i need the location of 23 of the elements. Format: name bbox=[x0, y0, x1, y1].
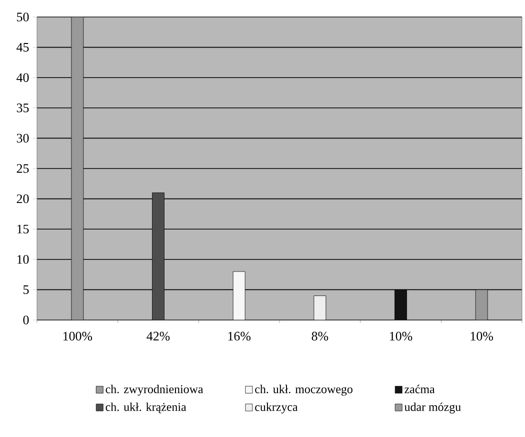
x-tick-label: 8% bbox=[312, 332, 328, 341]
x-tick-label: 10% bbox=[390, 332, 412, 341]
legend-label: ch. ukł. moczowego bbox=[255, 384, 352, 396]
y-tick-label: 0 bbox=[23, 316, 29, 324]
x-tick-label: 10% bbox=[470, 332, 494, 341]
y-tick-label: 15 bbox=[17, 224, 29, 234]
y-tick-label: 25 bbox=[16, 164, 29, 173]
y-tick-label: 50 bbox=[17, 12, 29, 22]
x-tick-label: 100% bbox=[63, 332, 92, 341]
y-tick-label: 30 bbox=[16, 134, 29, 143]
legend-label: ch. zwyrodnieniowa bbox=[106, 384, 204, 396]
legend-label: udar mózgu bbox=[404, 402, 461, 414]
y-tick-label: 40 bbox=[16, 73, 29, 82]
y-tick-label: 35 bbox=[16, 104, 29, 112]
y-tick-label: 45 bbox=[16, 42, 29, 52]
y-tick-label: 5 bbox=[24, 285, 29, 294]
legend-label: ch. ukł. krążenia bbox=[106, 402, 186, 414]
x-tick-label: 16% bbox=[228, 332, 251, 341]
legend-label: cukrzyca bbox=[255, 402, 298, 414]
y-tick-label: 10 bbox=[17, 255, 29, 264]
legend-label: zaćma bbox=[404, 384, 435, 394]
x-tick-label: 42% bbox=[146, 332, 170, 341]
y-tick-label: 20 bbox=[16, 194, 29, 204]
